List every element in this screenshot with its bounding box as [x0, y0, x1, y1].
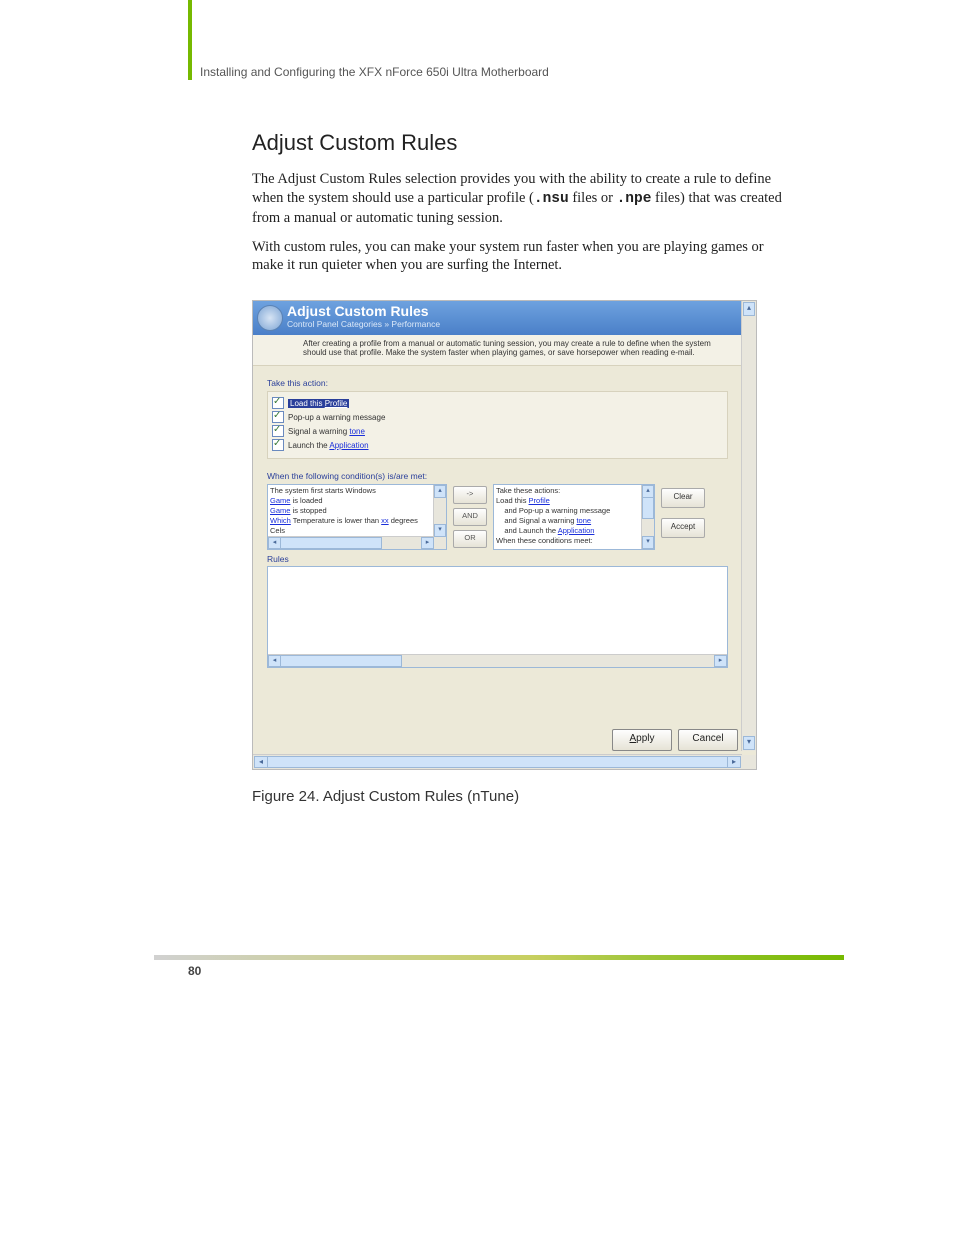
scroll-right-icon[interactable]: ▸	[421, 537, 434, 549]
res-l2-pre: Load this	[496, 496, 529, 505]
p1-text-b: files or	[569, 190, 617, 206]
scroll-thumb[interactable]	[280, 655, 402, 667]
clear-button[interactable]: Clear	[661, 488, 705, 508]
rules-label: Rules	[267, 554, 728, 564]
scroll-thumb[interactable]	[267, 756, 739, 768]
res-l1: Take these actions:	[496, 486, 640, 496]
a3-pre: Signal a warning	[288, 427, 349, 436]
action-row-4[interactable]: Launch the Application	[272, 438, 723, 452]
checkbox-icon[interactable]	[272, 439, 284, 451]
cond-l4-link[interactable]: Which	[270, 516, 291, 525]
accept-button[interactable]: Accept	[661, 518, 705, 538]
scroll-corner	[742, 755, 756, 769]
scroll-corner	[434, 537, 446, 549]
action-box: Load this Profile Pop-up a warning messa…	[267, 391, 728, 459]
take-action-label: Take this action:	[267, 378, 742, 388]
insert-button[interactable]: ->	[453, 486, 487, 504]
body-content: Adjust Custom Rules The Adjust Custom Ru…	[252, 130, 792, 285]
cond-l2-post: is loaded	[290, 496, 322, 505]
footer-gradient-bar	[154, 955, 844, 960]
a3-link[interactable]: tone	[349, 427, 365, 436]
scroll-up-icon[interactable]: ▴	[434, 485, 446, 498]
cond-l2-link[interactable]: Game	[270, 496, 290, 505]
breadcrumb: Control Panel Categories » Performance	[287, 319, 736, 329]
scrollbar-horizontal[interactable]: ◂▸	[268, 654, 727, 667]
apply-button[interactable]: Apply	[612, 729, 672, 751]
action-row-1[interactable]: Load this Profile	[272, 396, 723, 410]
action-row-2[interactable]: Pop-up a warning message	[272, 410, 723, 424]
scroll-down-icon[interactable]: ▾	[434, 524, 446, 537]
a2-text: Pop-up a warning message	[288, 413, 385, 422]
scroll-down-icon[interactable]: ▾	[743, 736, 755, 750]
cancel-button[interactable]: Cancel	[678, 729, 738, 751]
p1-mono-1: .nsu	[534, 191, 569, 207]
scroll-thumb[interactable]	[642, 497, 654, 519]
scroll-left-icon[interactable]: ◂	[254, 756, 268, 768]
outer-scrollbar-vertical[interactable]: ▴ ▾	[741, 301, 756, 751]
res-l2-link[interactable]: Profile	[529, 496, 550, 505]
res-l5-pre: and Launch the	[496, 526, 558, 535]
outer-scrollbar-horizontal[interactable]: ◂ ▸	[253, 754, 742, 769]
res-l4-link[interactable]: tone	[576, 516, 591, 525]
result-listbox[interactable]: Take these actions: Load this Profile an…	[493, 484, 655, 550]
conditions-listbox[interactable]: The system first starts Windows Game is …	[267, 484, 447, 550]
window-title-bar: Adjust Custom Rules Control Panel Catego…	[253, 301, 742, 335]
scrollbar-horizontal[interactable]: ◂▸	[268, 536, 434, 549]
rules-listbox[interactable]: ◂▸	[267, 566, 728, 668]
cond-l3-post: is stopped	[290, 506, 326, 515]
scrollbar-vertical[interactable]: ▴▾	[641, 485, 654, 549]
dialog-buttons: Apply Cancel	[612, 729, 738, 751]
checkbox-icon[interactable]	[272, 397, 284, 409]
a4-pre: Launch the	[288, 441, 329, 450]
window-title: Adjust Custom Rules	[287, 304, 736, 319]
a1-link: Profile	[325, 399, 348, 408]
a4-link[interactable]: Application	[329, 441, 368, 450]
conditions-label: When the following condition(s) is/are m…	[267, 471, 742, 481]
header-green-bar	[188, 0, 192, 80]
action-row-3[interactable]: Signal a warning tone	[272, 424, 723, 438]
scrollbar-vertical[interactable]: ▴▾	[433, 485, 446, 537]
page-number: 80	[188, 964, 201, 978]
a1-pre: Load this	[290, 399, 325, 408]
rules-section: Rules ◂▸	[267, 554, 728, 668]
checkbox-icon[interactable]	[272, 425, 284, 437]
scroll-down-icon[interactable]: ▾	[642, 536, 654, 549]
checkbox-icon[interactable]	[272, 411, 284, 423]
res-l6: When these conditions meet:	[496, 536, 640, 546]
res-l4-pre: and Signal a warning	[496, 516, 576, 525]
or-button[interactable]: OR	[453, 530, 487, 548]
embedded-screenshot: Adjust Custom Rules Control Panel Catego…	[252, 300, 757, 770]
conditions-area: The system first starts Windows Game is …	[267, 484, 728, 550]
section-heading: Adjust Custom Rules	[252, 130, 792, 156]
figure-caption: Figure 24. Adjust Custom Rules (nTune)	[252, 788, 519, 805]
scroll-thumb[interactable]	[280, 537, 382, 549]
p1-mono-2: .npe	[617, 191, 652, 207]
paragraph-1: The Adjust Custom Rules selection provid…	[252, 170, 792, 228]
cond-l1[interactable]: The system first starts Windows	[270, 486, 432, 496]
res-l3: and Pop-up a warning message	[496, 506, 640, 516]
cond-l4-mid: Temperature is lower than	[291, 516, 381, 525]
screenshot-inner: Adjust Custom Rules Control Panel Catego…	[253, 301, 742, 755]
cond-l3-link[interactable]: Game	[270, 506, 290, 515]
scroll-right-icon[interactable]: ▸	[714, 655, 727, 667]
description-text: After creating a profile from a manual o…	[253, 335, 742, 366]
side-buttons: Clear Accept	[661, 484, 705, 538]
res-l5-link[interactable]: Application	[558, 526, 595, 535]
paragraph-2: With custom rules, you can make your sys…	[252, 238, 792, 276]
gear-icon	[257, 305, 283, 331]
and-button[interactable]: AND	[453, 508, 487, 526]
running-header: Installing and Configuring the XFX nForc…	[200, 65, 549, 79]
scroll-up-icon[interactable]: ▴	[743, 302, 755, 316]
operator-buttons: -> AND OR	[453, 484, 487, 548]
scroll-right-icon[interactable]: ▸	[727, 756, 741, 768]
cond-l4-xx[interactable]: xx	[381, 516, 389, 525]
apply-label: pply	[636, 733, 654, 744]
